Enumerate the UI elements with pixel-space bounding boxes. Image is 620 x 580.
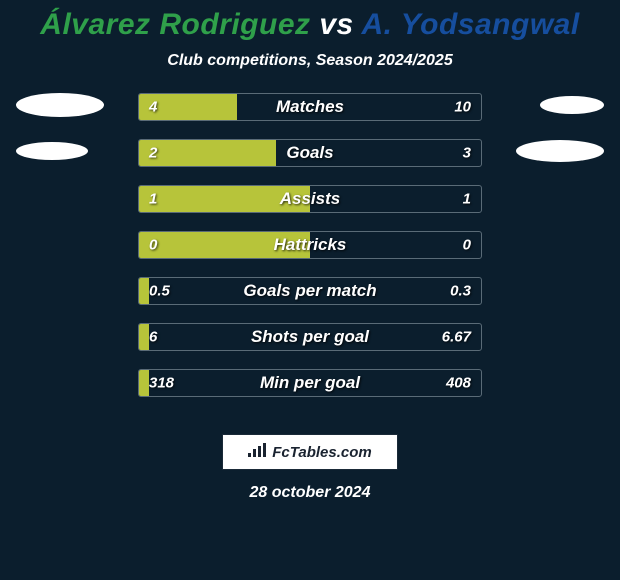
subtitle: Club competitions, Season 2024/2025 [0,52,620,70]
bar-track: 23Goals [138,139,482,167]
comparison-chart: 410Matches 23Goals 11Assists 00Hattricks 0.5… [0,92,620,414]
club-logo-placeholder [16,93,104,117]
bar-track: 410Matches [138,93,482,121]
club-logo-placeholder [540,96,604,114]
watermark-badge: FcTables.com [222,434,398,470]
stat-row: 0.50.3Goals per match [0,276,620,322]
date-text: 28 october 2024 [0,484,620,502]
signal-icon [248,443,266,462]
club-logo-placeholder [16,142,88,160]
title-player1: Álvarez Rodriguez [40,8,310,41]
bar-track: 00Hattricks [138,231,482,259]
stat-label: Shots per goal [139,327,481,347]
stat-row: 00Hattricks [0,230,620,276]
stat-label: Min per goal [139,373,481,393]
stat-label: Assists [139,189,481,209]
watermark-text: FcTables.com [272,444,371,461]
stat-label: Hattricks [139,235,481,255]
title-player2: A. Yodsangwal [361,8,579,41]
title-vs: vs [311,8,362,41]
club-logo-placeholder [516,140,604,162]
bar-track: 11Assists [138,185,482,213]
stat-row: 11Assists [0,184,620,230]
stat-row: 66.67Shots per goal [0,322,620,368]
comparison-title: Álvarez Rodriguez vs A. Yodsangwal [0,0,620,42]
bar-track: 0.50.3Goals per match [138,277,482,305]
bar-track: 318408Min per goal [138,369,482,397]
stat-row: 318408Min per goal [0,368,620,414]
stat-label: Goals per match [139,281,481,301]
bar-track: 66.67Shots per goal [138,323,482,351]
stat-label: Goals [139,143,481,163]
stat-label: Matches [139,97,481,117]
